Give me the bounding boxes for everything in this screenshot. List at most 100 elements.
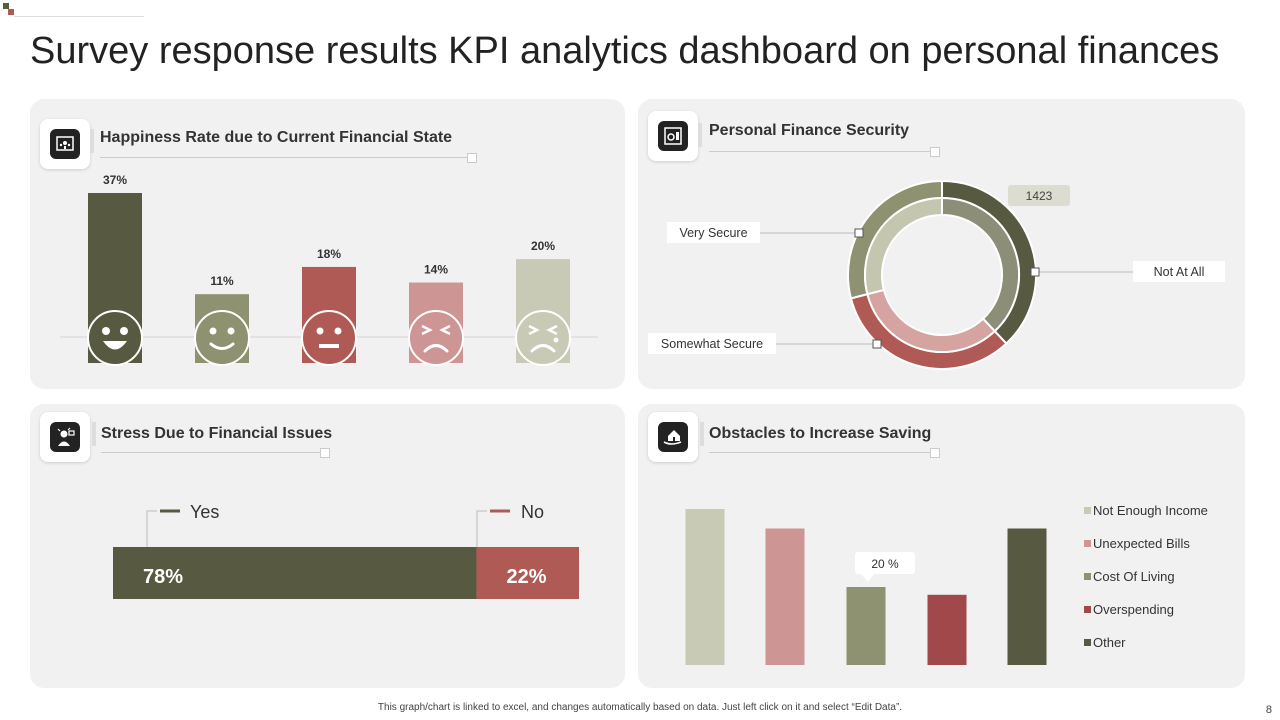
callout-box: [1008, 185, 1070, 206]
happiness-panel: Happiness Rate due to Current Financial …: [30, 99, 625, 389]
slice-inner: [864, 196, 943, 296]
data-label: 14%: [424, 263, 448, 277]
panel-title: Stress Due to Financial Issues: [101, 425, 333, 442]
legend-label: Cost Of Living: [1093, 569, 1175, 584]
face-eye: [209, 327, 217, 335]
legend-swatch: [1084, 507, 1091, 514]
legend-label: Overspending: [1093, 602, 1174, 617]
legend-leader: [146, 510, 157, 547]
face-tear: [553, 337, 559, 343]
face-eye: [334, 327, 342, 335]
analytics-screen-icon: [56, 136, 74, 151]
bar-overspending: [927, 594, 967, 665]
rule-marker: [930, 448, 940, 458]
face-circle: [87, 310, 143, 366]
legend-swatch: [1084, 606, 1091, 613]
bar-other: [1007, 528, 1047, 665]
legend-label: Not Enough Income: [1093, 503, 1208, 518]
callout-value: 20 %: [871, 557, 899, 571]
legend-swatch: [1084, 639, 1091, 646]
legend-label: No: [521, 502, 544, 522]
bar-yes: [113, 547, 477, 599]
corner-decoration: [3, 3, 9, 9]
page-number: 8: [1265, 704, 1272, 716]
title-rule: [100, 157, 470, 158]
legend-leader: [476, 510, 487, 547]
data-label: 20%: [531, 239, 555, 253]
house-hand-icon: [663, 430, 682, 445]
footer-note: This graph/chart is linked to excel, and…: [377, 702, 903, 713]
face-eye: [546, 324, 558, 336]
leader-marker: [872, 339, 882, 349]
bar-cost-of-living: [846, 587, 886, 665]
face-circle: [301, 310, 357, 366]
neutral-face-icon: [301, 310, 357, 366]
corner-rule: [14, 16, 144, 17]
face-mouth: [530, 344, 556, 353]
face-circle: [408, 310, 464, 366]
category-label: Very Secure: [679, 226, 747, 240]
face-circle: [515, 310, 571, 366]
label-box: [667, 222, 760, 243]
legend-label: Other: [1093, 635, 1126, 650]
data-label: 18%: [317, 247, 341, 261]
title-rule: [709, 151, 934, 152]
callout-value: 1423: [1026, 189, 1053, 203]
data-label: 22%: [506, 566, 546, 588]
face-mouth: [103, 341, 127, 350]
icon-box: [648, 111, 698, 161]
callout-box: [855, 552, 915, 574]
face-eye: [439, 324, 451, 336]
very-unhappy-face-icon: [515, 310, 571, 366]
legend-label: Yes: [190, 502, 219, 522]
data-label: 11%: [210, 274, 234, 288]
happiness-chart: 37% 11% 18% 14% 20%: [60, 173, 598, 366]
face-eye: [421, 324, 433, 336]
bar-no: [476, 547, 579, 599]
icon-box: [40, 412, 90, 462]
panel-title: Obstacles to Increase Saving: [709, 425, 932, 442]
face-eye: [227, 327, 235, 335]
unhappy-face-icon: [408, 310, 464, 366]
icon-box: [648, 412, 698, 462]
title-accent: [698, 123, 702, 147]
category-label: Not At All: [1154, 265, 1205, 279]
bar-not-enough-income: [685, 509, 725, 665]
label-box: [648, 333, 776, 354]
face-circle: [194, 310, 250, 366]
callout-pointer: [861, 574, 874, 582]
leader-marker: [1030, 267, 1040, 277]
legend-swatch: [1084, 540, 1091, 547]
security-panel: Personal Finance Security 1423 Not At All…: [638, 99, 1245, 389]
title-rule: [101, 452, 321, 453]
very-happy-face-icon: [87, 310, 143, 366]
face-eye: [528, 324, 540, 336]
corner-decoration: [8, 9, 14, 15]
icon-box: [40, 119, 90, 169]
stressed-person-icon: [57, 427, 75, 446]
category-label: Somewhat Secure: [661, 337, 763, 351]
face-mouth: [423, 344, 449, 353]
page-title: Survey response results KPI analytics da…: [30, 30, 1220, 72]
stress-panel: Stress Due to Financial Issues 78% 22% Yes…: [30, 404, 625, 688]
face-eye: [316, 327, 324, 335]
face-eye: [120, 327, 128, 335]
stress-chart: 78% 22% Yes No: [113, 502, 579, 599]
happy-face-icon: [194, 310, 250, 366]
leader-marker: [854, 228, 864, 238]
obstacles-panel: Obstacles to Increase Saving 20 % Not Eno…: [638, 404, 1245, 688]
title-rule: [709, 452, 934, 453]
title-accent: [90, 129, 94, 153]
title-accent: [92, 422, 96, 446]
legend-label: Unexpected Bills: [1093, 536, 1190, 551]
rule-marker: [930, 147, 940, 157]
label-box: [1133, 261, 1225, 282]
face-mouth: [209, 342, 235, 350]
rule-marker: [467, 153, 477, 163]
face-eye: [102, 327, 110, 335]
data-label: 78%: [143, 566, 183, 588]
panel-title: Personal Finance Security: [709, 122, 910, 139]
data-label: 37%: [103, 173, 127, 187]
face-mouth: [319, 344, 339, 348]
safe-icon: [664, 127, 682, 145]
